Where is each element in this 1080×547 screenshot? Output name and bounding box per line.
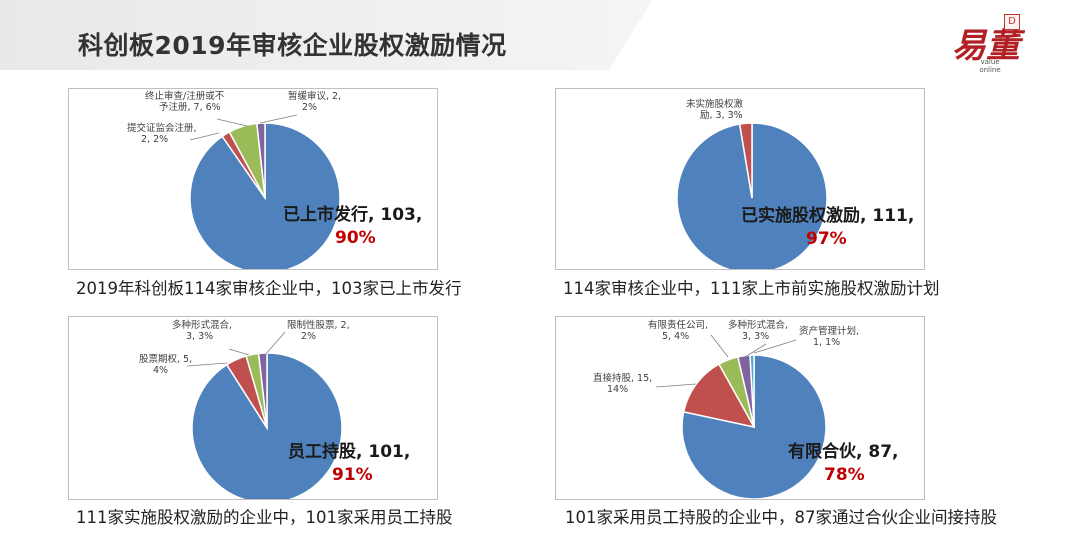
logo-sub-line: online: [979, 66, 1001, 74]
slice-label: 直接持股, 15,: [593, 372, 652, 384]
chart-panel-3: 员工持股, 101, 91% 股票期权, 5, 4% 多种形式混合, 3, 3% 限制性股票…: [68, 316, 438, 500]
chart-panel-4: 有限合伙, 87, 78% 直接持股, 15, 14% 有限责任公司, 5, 4% 多种形式…: [555, 316, 925, 500]
slice-percent: 97%: [806, 229, 847, 249]
slice-label: 3, 3%: [742, 331, 769, 342]
leader-line: [655, 383, 697, 388]
leader-line: [710, 334, 729, 358]
slice-label: 员工持股, 101,: [288, 441, 410, 462]
pie-slice: [681, 354, 827, 499]
slice-label: 已实施股权激励, 111,: [741, 205, 914, 226]
pie-chart-3: 员工持股, 101, 91% 股票期权, 5,4% 多种形式混合,3, 3% 限制性股票…: [139, 319, 410, 499]
slice-label: 1, 1%: [813, 337, 840, 348]
pie-chart-4: 有限合伙, 87, 78% 直接持股, 15,14% 有限责任公司,5, 4% 多种形式…: [593, 319, 899, 499]
slice-label: 有限责任公司,: [648, 319, 708, 331]
logo-subtitle: value online: [970, 58, 1010, 74]
slice-label: 予注册, 7, 6%: [159, 101, 221, 113]
slice-label: 多种形式混合,: [172, 319, 232, 331]
slice-label: 2%: [301, 331, 316, 342]
pie-slice: [221, 131, 266, 199]
page-title: 科创板2019年审核企业股权激励情况: [78, 31, 507, 60]
leader-line: [228, 348, 250, 356]
slice-label: 提交证监会注册,: [127, 122, 197, 134]
slice-label: 4%: [153, 365, 168, 376]
slice-percent: 78%: [824, 465, 865, 485]
chart-caption-4: 101家采用员工持股的企业中，87家通过合伙企业间接持股: [565, 508, 997, 527]
logo-mark: 易董: [952, 26, 1020, 66]
slice-label: 多种形式混合,: [728, 319, 788, 331]
leader-line: [753, 339, 797, 354]
pie-slice: [676, 122, 828, 269]
slice-label: 未实施股权激: [686, 98, 744, 110]
leader-line: [186, 362, 228, 367]
chart-caption-1: 2019年科创板114家审核企业中，103家已上市发行: [76, 279, 462, 298]
brand-logo: 易董 D value online: [948, 14, 1030, 74]
slice-percent: 91%: [332, 465, 373, 485]
leader-line: [264, 331, 286, 356]
slice-label: 有限合伙, 87,: [788, 441, 899, 462]
slice-label: 股票期权, 5,: [139, 353, 192, 365]
slice-label: 限制性股票, 2,: [287, 319, 350, 331]
logo-badge: D: [1004, 14, 1020, 30]
slice-label: 终止审查/注册或不: [145, 90, 225, 102]
chart-caption-2: 114家审核企业中，111家上市前实施股权激励计划: [563, 279, 940, 298]
pie-slice: [189, 122, 341, 269]
slice-label: 资产管理计划,: [799, 325, 859, 337]
leader-line: [259, 114, 298, 124]
slice-label: 2, 2%: [141, 134, 168, 145]
pie-slice: [738, 122, 753, 199]
pie-chart-1: 已上市发行, 103, 90% 提交证监会注册,2, 2% 终止审查/注册或不予注册,…: [127, 90, 422, 269]
pie-slice: [682, 363, 756, 429]
slice-label: 暂缓审议, 2,: [288, 90, 341, 102]
slice-label: 2%: [302, 102, 317, 113]
chart-panel-1: 已上市发行, 103, 90% 提交证监会注册, 2, 2% 终止审查/注册或不 予注册,…: [68, 88, 438, 270]
logo-sub-line: value: [980, 58, 1000, 66]
leader-line: [216, 118, 248, 127]
leader-line: [744, 343, 767, 358]
chart-caption-3: 111家实施股权激励的企业中，101家采用员工持股: [76, 508, 453, 527]
slice-label: 14%: [607, 384, 628, 395]
chart-panel-2: 已实施股权激励, 111, 97% 未实施股权激 励, 3, 3%: [555, 88, 925, 270]
leader-line: [189, 132, 220, 141]
slice-label: 励, 3, 3%: [700, 110, 743, 121]
pie-slice: [225, 355, 268, 429]
slice-percent: 90%: [335, 228, 376, 248]
slice-label: 5, 4%: [662, 331, 689, 342]
slice-label: 3, 3%: [186, 331, 213, 342]
slice-label: 已上市发行, 103,: [283, 204, 422, 225]
